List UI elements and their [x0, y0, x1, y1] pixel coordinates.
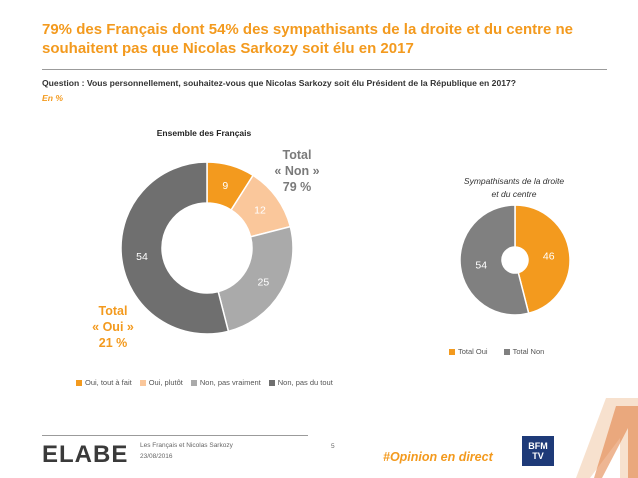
bfmtv-logo: BFM TV — [522, 436, 554, 466]
legend-all-swatch-1 — [139, 379, 146, 386]
legend-all-item-3: Non, pas du tout — [268, 378, 333, 387]
footer-subject: Les Français et Nicolas Sarkozy — [140, 442, 233, 449]
page-number: 5 — [331, 443, 335, 450]
total-oui-annotation: Total « Oui » 21 % — [92, 304, 134, 350]
chart2-title-line-0: Sympathisants de la droite — [464, 176, 564, 186]
total-non-line-1: « Non » — [274, 164, 319, 178]
total-non-line-2: 79 % — [283, 180, 312, 194]
legend-all-swatch-2 — [190, 379, 197, 386]
legend-sympathisants-swatch-0 — [449, 348, 455, 355]
total-oui-line-2: 21 % — [99, 336, 128, 350]
footer-divider — [42, 435, 308, 436]
chart1-slice-2 — [217, 225, 294, 333]
elabe-logo: ELABE — [42, 441, 128, 469]
chart1-slice-3 — [120, 161, 230, 335]
chart1-value-label-2: 25 — [258, 276, 270, 288]
chart1-value-label-3: 54 — [136, 251, 148, 263]
hashtag: #Opinion en direct — [383, 450, 493, 464]
legend-sympathisants-item-1: Total Non — [503, 347, 545, 356]
total-non-line-0: Total — [283, 148, 312, 162]
unit-label: En % — [42, 93, 64, 103]
chart2-slice-0 — [514, 204, 571, 315]
title-divider — [42, 69, 607, 70]
chart2-slice-1 — [459, 204, 530, 316]
legend-all: Oui, tout à fait Oui, plutôt Non, pas vrai… — [76, 378, 333, 387]
chart2-title-line-1: et du centre — [492, 189, 537, 199]
legend-sympathisants-label-0: Total Oui — [458, 347, 488, 356]
legend-all-label-2: Non, pas vraiment — [199, 378, 261, 387]
chart1-value-label-0: 9 — [222, 180, 228, 192]
footer-date: 23/08/2016 — [140, 453, 173, 460]
legend-all-label-0: Oui, tout à fait — [85, 378, 132, 387]
legend-all-label-1: Oui, plutôt — [148, 378, 183, 387]
donut-chart-all: 9 12 25 54 — [120, 161, 294, 335]
legend-sympathisants-item-0: Total Oui — [449, 347, 488, 356]
chart2-value-label-1: 54 — [475, 259, 487, 271]
chart-title-all: Ensemble des Français — [157, 128, 252, 138]
legend-all-swatch-3 — [268, 379, 275, 386]
legend-sympathisants-swatch-1 — [503, 348, 510, 355]
page-title: 79% des Français dont 54% des sympathisa… — [42, 21, 574, 57]
legend-all-swatch-0 — [76, 379, 82, 386]
donut-chart-sympathisants: 46 54 — [459, 204, 571, 316]
total-non-annotation: Total « Non » 79 % — [274, 148, 319, 194]
logo-text: ELABE — [42, 441, 129, 468]
survey-question: Question : Vous personnellement, souhait… — [42, 78, 517, 88]
chart-title-sympathisants: Sympathisants de la droite et du centre — [464, 176, 564, 199]
decorative-a-mark — [576, 398, 638, 478]
chart1-value-label-1: 12 — [254, 205, 266, 217]
legend-all-item-2: Non, pas vraiment — [190, 378, 261, 387]
total-oui-line-0: Total — [99, 304, 128, 318]
chart2-value-label-0: 46 — [543, 251, 555, 263]
legend-sympathisants: Total Oui Total Non — [449, 347, 544, 356]
legend-sympathisants-label-1: Total Non — [512, 347, 545, 356]
legend-all-item-1: Oui, plutôt — [139, 378, 183, 387]
total-oui-line-1: « Oui » — [92, 320, 134, 334]
bfm-logo-line-2: TV — [532, 451, 544, 461]
legend-all-item-0: Oui, tout à fait — [76, 378, 132, 387]
legend-all-label-3: Non, pas du tout — [277, 378, 333, 387]
bfm-logo-line-1: BFM — [528, 441, 548, 451]
